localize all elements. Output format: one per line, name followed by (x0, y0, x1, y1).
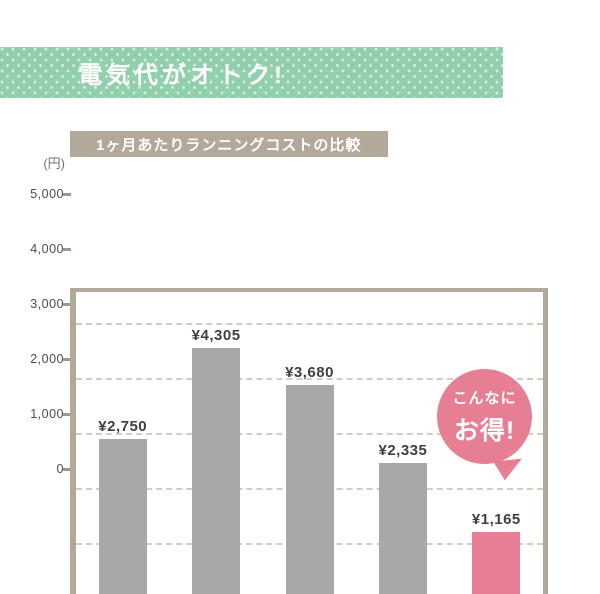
bar-slot: ¥4,305 (169, 292, 262, 594)
y-axis-label: 3,000 (30, 297, 64, 311)
bar-value-label: ¥1,165 (471, 511, 521, 528)
y-axis-tick (63, 468, 71, 471)
y-axis-tick (63, 193, 71, 196)
bar-slot: ¥2,335 (356, 292, 449, 594)
y-axis-tick (63, 248, 71, 251)
gridline (76, 323, 543, 325)
chart-title-bar: 1ヶ月あたりランニングコストの比較 (70, 131, 388, 157)
y-axis-label: 0 (56, 462, 64, 476)
header-title: 電気代がオトク! (78, 62, 286, 89)
bar-value-label: ¥4,305 (191, 327, 241, 344)
gridline (76, 378, 543, 380)
bar-gray (285, 385, 334, 594)
y-axis-tick (63, 303, 71, 306)
y-axis-label: 2,000 (30, 352, 64, 366)
plot-inner: ¥2,750 ¥4,305 ¥3,680 ¥2,335 ¥1,165 こんなに お得! (76, 292, 543, 594)
bar-value-label: ¥2,750 (98, 418, 148, 435)
bar-slot: ¥1,165 (450, 292, 543, 594)
bar-slot: ¥2,750 (76, 292, 169, 594)
speech-bubble: こんなに お得! (437, 369, 532, 464)
chart-title: 1ヶ月あたりランニングコストの比較 (96, 136, 362, 154)
bubble-text-line1: こんなに (452, 389, 517, 407)
bar-slot: ¥3,680 (263, 292, 356, 594)
plot-area: ¥2,750 ¥4,305 ¥3,680 ¥2,335 ¥1,165 こんなに お得! (70, 288, 548, 594)
bubble-text-line2: お得! (453, 416, 516, 445)
header-banner: 電気代がオトク! (0, 47, 503, 98)
y-axis-tick (63, 413, 71, 416)
bar-gray (378, 463, 427, 594)
bar-value-label: ¥3,680 (285, 364, 334, 381)
bars: ¥2,750 ¥4,305 ¥3,680 ¥2,335 ¥1,165 (76, 292, 543, 594)
running-cost-chart: (円) 1ヶ月あたりランニングコストの比較 0 1,000 2,000 3,000 4,… (0, 131, 600, 594)
bar-gray (192, 348, 241, 594)
bar-highlight (472, 532, 521, 594)
y-axis-tick (63, 358, 71, 361)
y-axis-unit-label: (円) (43, 156, 65, 171)
bar-gray (98, 439, 147, 594)
y-axis-label: 1,000 (30, 407, 64, 421)
y-axis-label: 4,000 (30, 242, 64, 256)
y-axis-label: 5,000 (30, 187, 64, 201)
bar-value-label: ¥2,335 (378, 442, 428, 459)
